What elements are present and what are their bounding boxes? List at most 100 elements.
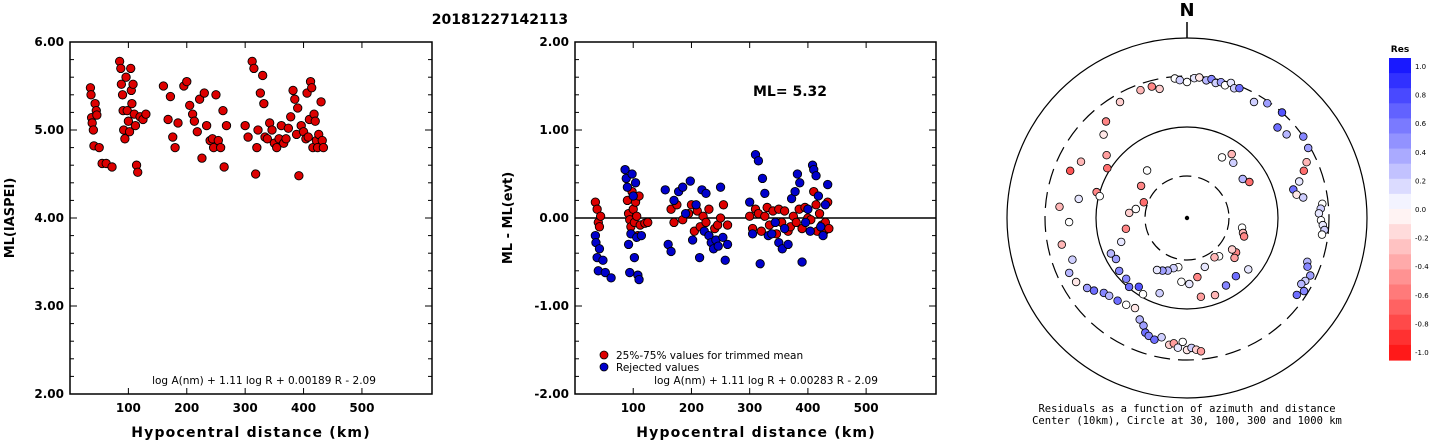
data-point	[760, 188, 770, 199]
y-tick-label: 3.00	[34, 299, 64, 313]
station-point	[1116, 237, 1126, 247]
station-point	[1114, 266, 1124, 276]
data-point	[201, 120, 212, 131]
panel-ml-vs-distance: 100 200 300 400 500 2.00 3.00 4.00 5.00 6.00 log …	[3, 35, 433, 441]
data-point	[783, 239, 793, 250]
station-point	[1155, 289, 1164, 298]
station-point	[1173, 343, 1183, 352]
station-point	[1299, 286, 1309, 296]
station-point	[1299, 132, 1308, 141]
data-point	[694, 252, 705, 263]
station-point	[1111, 254, 1121, 264]
caption-line-2: Center (10km), Circle at 30, 100, 300 an…	[1032, 415, 1342, 427]
north-label: N	[1179, 0, 1194, 21]
data-point	[259, 98, 269, 109]
legend-marker-trimmed	[599, 350, 609, 360]
station-point	[1106, 249, 1116, 258]
station-point	[1064, 268, 1074, 278]
data-point	[685, 176, 695, 186]
data-point	[660, 185, 670, 195]
colorbar-segment	[1389, 254, 1411, 270]
x-tick-label: 200	[679, 401, 704, 415]
data-point	[687, 235, 698, 245]
station-point	[1157, 333, 1166, 342]
data-point	[790, 186, 800, 197]
colorbar-segment	[1389, 163, 1411, 180]
y-axis-label: ML(IASPEI)	[3, 178, 18, 259]
station-point	[1124, 208, 1134, 218]
colorbar-tick-label: 1.0	[1415, 63, 1426, 71]
station-point	[1263, 99, 1272, 108]
legend: 25%-75% values for trimmed mean Rejected…	[599, 350, 803, 374]
station-point	[1071, 277, 1081, 287]
data-point	[123, 116, 134, 126]
data-point	[792, 169, 803, 179]
colorbar-tick-label: 0.8	[1415, 92, 1426, 100]
data-point	[173, 118, 183, 128]
y-tick-label: 0.00	[539, 211, 569, 225]
data-point	[249, 63, 259, 74]
data-point	[818, 230, 828, 241]
station-point	[1230, 253, 1239, 263]
station-point	[1221, 281, 1231, 290]
data-point	[813, 191, 824, 201]
data-point	[811, 171, 821, 181]
caption-line-1: Residuals as a function of azimuth and d…	[1038, 403, 1335, 415]
x-tick-label: 500	[349, 401, 374, 415]
data-point	[779, 223, 790, 234]
center-dot	[1184, 215, 1190, 221]
data-point	[779, 206, 790, 216]
data-point	[715, 182, 726, 192]
data-point	[219, 162, 229, 172]
data-point	[680, 208, 691, 219]
colorbar-tick-label: 0.6	[1415, 120, 1427, 128]
y-tick-label: 1.00	[539, 123, 569, 137]
data-point	[255, 88, 265, 98]
station-point	[1227, 149, 1236, 159]
colorbar-ticks: 1.0 0.8 0.6 0.4 0.2 0.0 -0.2 -0.4 -0.6 -0.8 -1.0	[1415, 63, 1429, 357]
data-point	[760, 211, 770, 221]
data-point	[623, 239, 634, 250]
data-point	[606, 273, 616, 283]
station-point	[1150, 335, 1159, 344]
data-point	[722, 220, 733, 230]
panel-azimuth-residuals: N Residuals as a function of azimuth and…	[1006, 0, 1368, 427]
colorbar-segment	[1389, 239, 1411, 255]
data-point	[628, 191, 638, 201]
station-point	[1136, 181, 1146, 191]
station-point	[1099, 130, 1108, 139]
data-point	[594, 244, 605, 254]
station-point	[1217, 153, 1227, 162]
data-point	[94, 142, 104, 153]
station-point	[1299, 166, 1308, 175]
station-point	[1182, 77, 1192, 87]
station-point	[1227, 245, 1237, 254]
data-point	[194, 94, 205, 104]
data-point	[252, 142, 262, 153]
colorbar-segment	[1389, 193, 1411, 210]
y-axis-label: ML - ML(evt)	[501, 172, 516, 264]
colorbar-segment	[1389, 103, 1411, 119]
data-point	[197, 153, 207, 163]
station-point	[1210, 253, 1219, 262]
colorbar-tick-label: -1.0	[1415, 349, 1429, 357]
colorbar-segment	[1389, 344, 1411, 361]
data-point	[755, 259, 765, 269]
data-point	[92, 110, 102, 120]
data-point	[669, 195, 679, 206]
station-point	[1068, 255, 1077, 264]
station-point	[1147, 82, 1156, 91]
data-point	[316, 97, 326, 107]
y-tick-label: 6.00	[34, 35, 64, 49]
colorbar-segments	[1389, 58, 1411, 361]
station-point	[1155, 84, 1164, 94]
station-point	[1142, 166, 1152, 175]
station-point	[1239, 232, 1249, 241]
station-point	[1303, 143, 1313, 153]
legend-label-trimmed: 25%-75% values for trimmed mean	[616, 350, 803, 362]
colorbar-label: Res	[1391, 45, 1409, 55]
station-point	[1144, 331, 1153, 341]
data-point	[192, 127, 202, 137]
station-point	[1074, 194, 1083, 204]
